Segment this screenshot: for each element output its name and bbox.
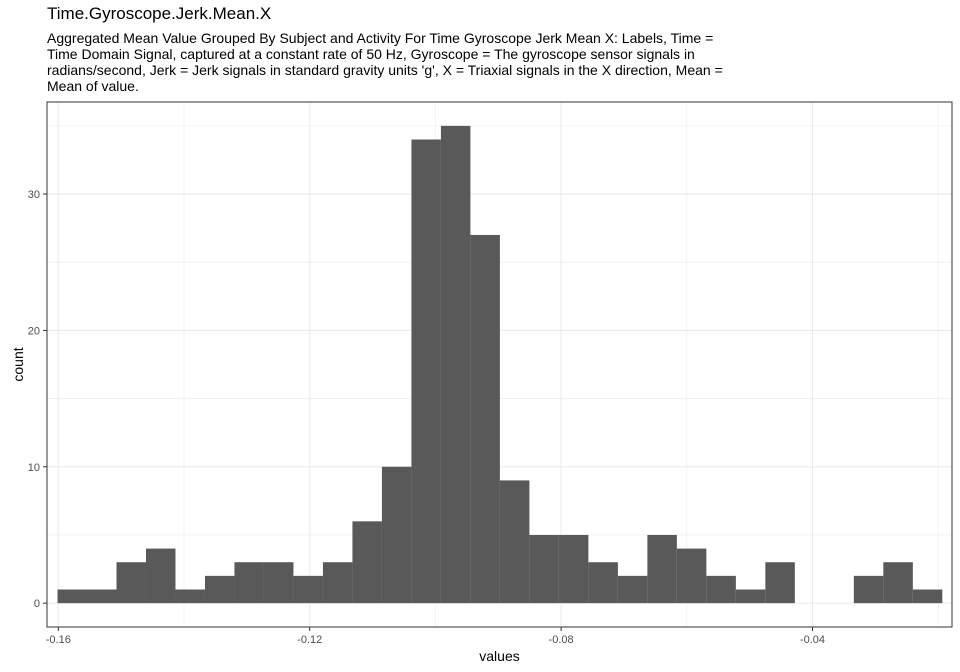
- y-axis-ticks: 0 10 20 30: [28, 189, 47, 610]
- histogram-bar: [116, 562, 146, 604]
- panel-border: [46, 101, 953, 628]
- x-axis-ticks: -0.16 -0.12 -0.08 -0.04: [46, 627, 825, 646]
- x-tick-label: -0.04: [800, 634, 825, 646]
- histogram-bar: [853, 575, 884, 604]
- chart-subtitle: Aggregated Mean Value Grouped By Subject…: [47, 30, 723, 94]
- y-axis-title: count: [10, 347, 26, 381]
- x-tick-label: -0.16: [46, 634, 71, 646]
- histogram-bar: [706, 575, 736, 604]
- x-axis-title: values: [479, 648, 519, 664]
- y-tick-label: 0: [34, 598, 40, 610]
- histogram-bar: [352, 521, 382, 604]
- histogram-bar: [322, 562, 353, 604]
- histogram-bars: [57, 125, 943, 604]
- histogram-bar: [647, 534, 677, 604]
- histogram-bar: [912, 589, 943, 604]
- histogram-bar: [735, 589, 766, 604]
- y-tick-label: 20: [28, 325, 40, 337]
- y-tick-label: 10: [28, 462, 40, 474]
- histogram-bar: [588, 562, 618, 604]
- y-tick-label: 30: [28, 189, 40, 201]
- histogram-bar: [381, 466, 412, 604]
- histogram-bar: [293, 575, 323, 604]
- histogram-bar: [676, 548, 707, 604]
- histogram-bar: [765, 562, 795, 604]
- histogram-bar: [175, 589, 205, 604]
- histogram-bar: [529, 534, 559, 604]
- histogram-bar: [263, 562, 294, 604]
- chart-title: Time.Gyroscope.Jerk.Mean.X: [47, 4, 272, 23]
- x-tick-label: -0.08: [549, 634, 574, 646]
- histogram-bar: [883, 562, 913, 604]
- histogram-bar: [145, 548, 176, 604]
- x-tick-label: -0.12: [297, 634, 322, 646]
- histogram-bar: [411, 139, 441, 604]
- histogram-bar: [470, 234, 500, 604]
- histogram-bar: [57, 589, 87, 604]
- histogram-bar: [234, 562, 264, 604]
- histogram-bar: [558, 534, 589, 604]
- histogram-bar: [204, 575, 235, 604]
- histogram-bar: [86, 589, 117, 604]
- histogram-bar: [440, 125, 471, 604]
- histogram-bar: [499, 480, 530, 604]
- histogram-bar: [617, 575, 648, 604]
